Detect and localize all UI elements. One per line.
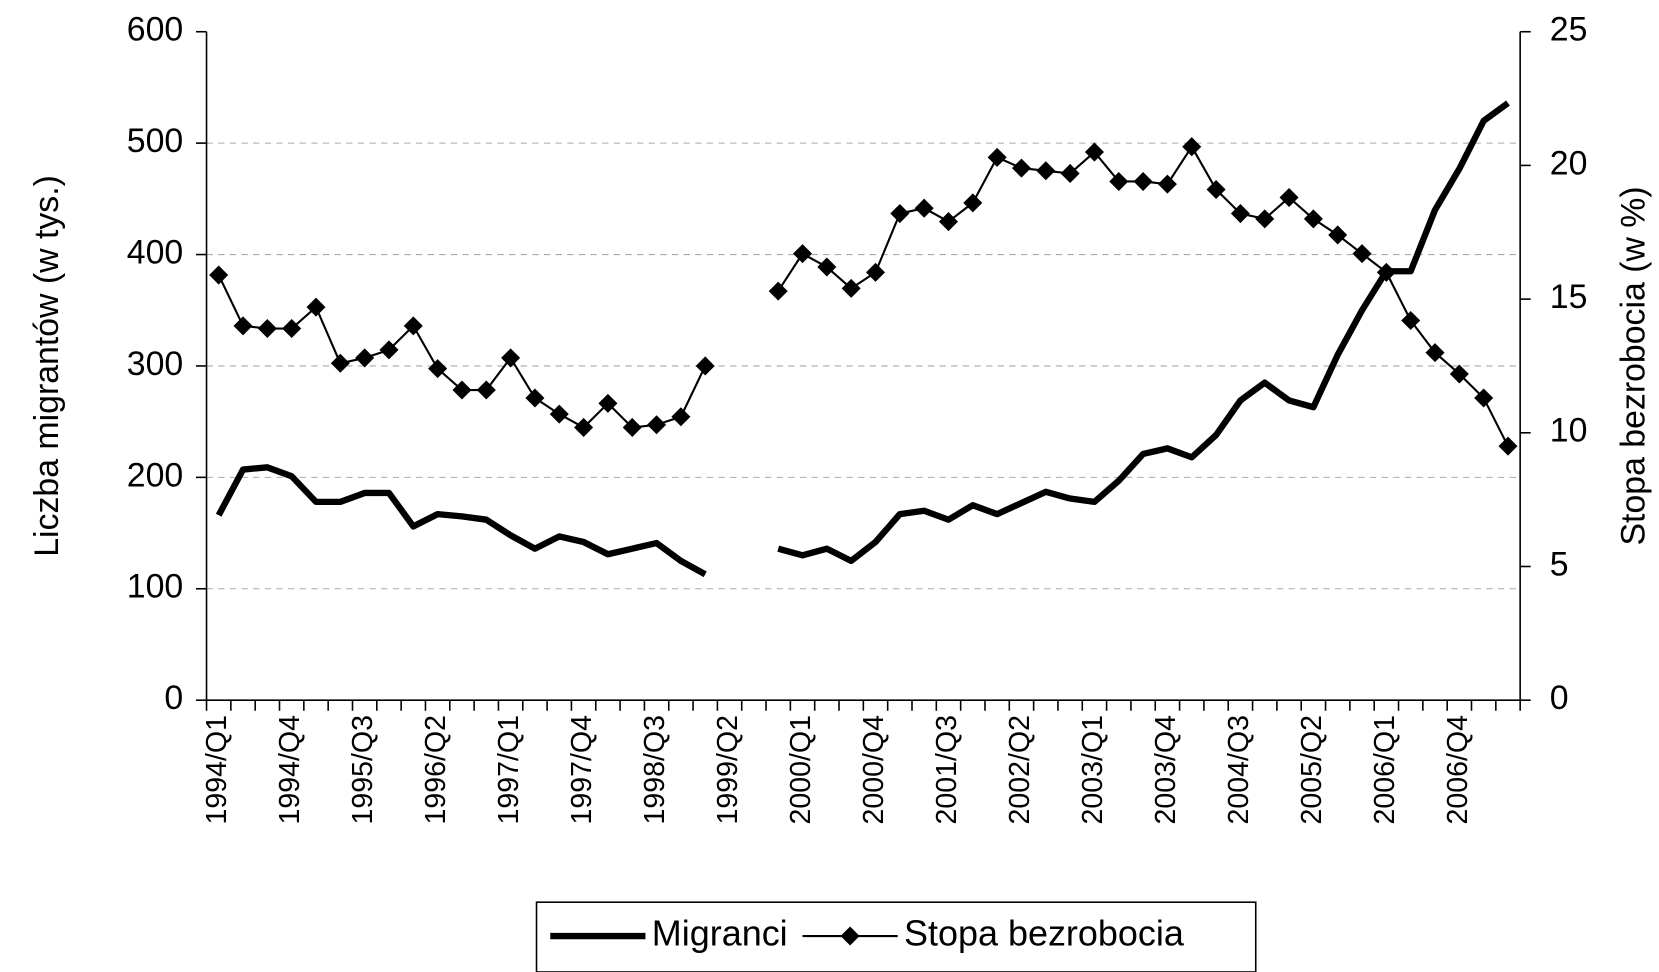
data-point	[1425, 343, 1445, 363]
y2-tick-label: 5	[1550, 545, 1569, 583]
data-point	[1376, 262, 1396, 282]
data-point	[1474, 388, 1494, 408]
data-point	[914, 198, 934, 218]
data-point	[1498, 436, 1518, 456]
data-point	[671, 407, 691, 427]
data-point	[1084, 142, 1104, 162]
series-line	[215, 100, 1510, 578]
data-point	[257, 319, 277, 339]
data-point	[768, 281, 788, 301]
data-point	[987, 147, 1007, 167]
x-tick-label: 1994/Q4	[274, 715, 306, 825]
data-point	[1279, 187, 1299, 208]
data-point	[1401, 310, 1421, 331]
data-point	[1449, 364, 1469, 384]
y-tick-label: 500	[127, 122, 183, 160]
y2-tick-label: 15	[1550, 278, 1588, 316]
x-tick-label: 2000/Q4	[858, 715, 890, 825]
x-tick-label: 2003/Q4	[1150, 715, 1182, 825]
y-tick-label: 600	[127, 11, 183, 49]
legend-label: Migranci	[652, 913, 788, 954]
x-tick-label: 2005/Q2	[1296, 715, 1328, 825]
y-tick-label: 400	[127, 233, 183, 271]
data-point	[233, 316, 253, 336]
data-point	[525, 388, 545, 408]
data-point	[1303, 209, 1323, 229]
x-tick-label: 2001/Q3	[931, 715, 963, 825]
data-point	[1182, 137, 1202, 157]
data-point	[890, 204, 910, 224]
legend: Migranci Stopa bezrobocia	[535, 901, 1257, 972]
data-point	[501, 348, 521, 368]
x-tick-label: 2006/Q1	[1369, 715, 1401, 825]
data-point	[1109, 171, 1129, 191]
x-tick-label: 1996/Q2	[420, 715, 452, 825]
data-point	[938, 212, 959, 232]
data-point	[403, 316, 423, 336]
data-point	[209, 265, 229, 285]
y2-tick-label: 20	[1550, 144, 1588, 182]
x-tick-label: 1995/Q3	[347, 715, 379, 825]
y2-axis-title: Stopa bezrobocia (w %)	[1614, 186, 1652, 545]
data-point	[1328, 225, 1348, 245]
x-tick-label: 2003/Q1	[1077, 715, 1109, 825]
y2-tick-label: 25	[1550, 11, 1588, 49]
x-tick-label: 2004/Q3	[1223, 715, 1255, 825]
data-point	[476, 380, 496, 400]
y-tick-label: 100	[127, 568, 183, 606]
data-point	[598, 393, 618, 413]
x-tick-label: 1999/Q2	[712, 715, 744, 825]
data-point	[428, 359, 448, 379]
data-point	[355, 348, 375, 368]
data-point	[841, 278, 861, 298]
data-point	[963, 193, 983, 213]
data-point	[1206, 179, 1226, 200]
legend-marker	[840, 926, 860, 946]
y2-tick-label: 10	[1550, 412, 1588, 450]
y-tick-label: 0	[164, 679, 183, 717]
data-point	[282, 319, 302, 339]
y-tick-label: 200	[127, 456, 183, 494]
data-point	[793, 244, 813, 264]
y2-tick-label: 0	[1550, 679, 1569, 717]
data-point	[1060, 163, 1080, 183]
data-point	[817, 257, 837, 277]
data-point	[865, 262, 886, 282]
data-point	[1133, 171, 1153, 191]
data-point	[1255, 209, 1275, 229]
data-point	[1157, 174, 1177, 194]
data-point	[549, 404, 569, 424]
data-point	[622, 417, 642, 437]
data-point	[1230, 204, 1250, 224]
data-point	[1352, 244, 1372, 264]
x-tick-label: 1994/Q1	[201, 715, 233, 825]
x-tick-label: 2000/Q1	[785, 715, 817, 825]
legend-label: Stopa bezrobocia	[904, 913, 1184, 954]
data-point	[647, 415, 667, 435]
y-axis-title: Liczba migrantów (w tys.)	[28, 175, 66, 557]
data-point	[695, 356, 715, 376]
data-point	[306, 297, 326, 317]
x-tick-label: 1997/Q4	[566, 715, 598, 825]
x-tick-label: 2006/Q4	[1442, 715, 1474, 825]
data-point	[1036, 161, 1056, 181]
y-tick-label: 300	[127, 345, 183, 383]
x-tick-label: 1997/Q1	[493, 715, 525, 825]
x-tick-label: 2002/Q2	[1004, 715, 1036, 825]
data-point	[574, 417, 594, 437]
data-point	[452, 380, 472, 400]
x-tick-label: 1998/Q3	[639, 715, 671, 825]
data-point	[330, 353, 350, 373]
data-point	[1011, 158, 1031, 178]
data-point	[379, 340, 399, 360]
